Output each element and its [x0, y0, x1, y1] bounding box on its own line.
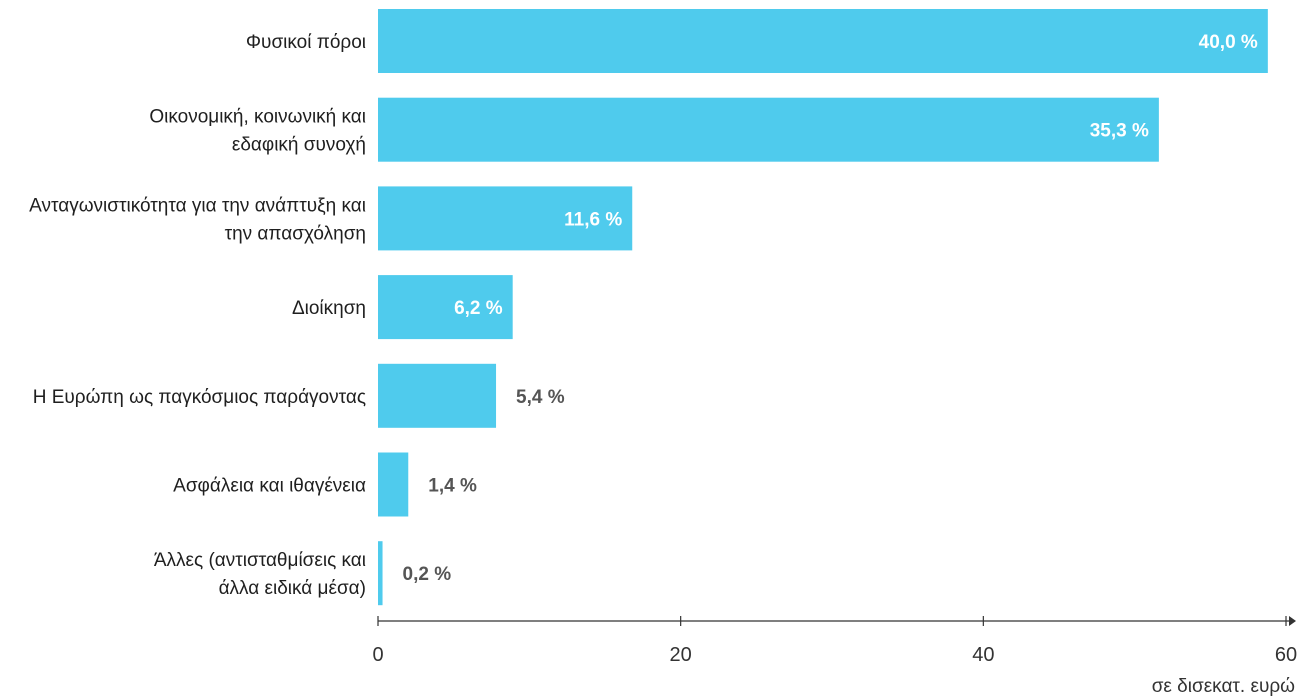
- category-label-line: άλλα ειδικά μέσα): [219, 578, 366, 599]
- data-label: 0,2 %: [403, 564, 452, 585]
- category-label: Διοίκηση: [292, 298, 366, 319]
- category-label-line: Οικονομική, κοινωνική και: [149, 107, 366, 128]
- category-label-line: Ανταγωνιστικότητα για την ανάπτυξη και: [29, 195, 366, 216]
- x-tick-label: 40: [972, 644, 994, 666]
- category-label-line: εδαφική συνοχή: [232, 135, 366, 156]
- x-tick-label: 0: [372, 644, 383, 666]
- x-tick-label: 60: [1275, 644, 1297, 666]
- bar: [378, 363, 497, 428]
- bars: [378, 9, 1268, 606]
- data-label: 11,6 %: [564, 209, 622, 230]
- category-label: Φυσικοί πόροι: [246, 32, 366, 53]
- value-labels: 40,0 % 35,3 % 11,6 % 6,2 % 5,4 % 1,4 % 0,2 %: [403, 32, 1258, 585]
- data-label: 1,4 %: [428, 476, 477, 497]
- category-label-line: Φυσικοί πόροι: [246, 32, 366, 53]
- category-label-line: Η Ευρώπη ως παγκόσμιος παράγοντας: [33, 387, 366, 408]
- category-label: Άλλες (αντισταθμίσεις και άλλα ειδικά μέσ…: [154, 550, 366, 599]
- data-label: 35,3 %: [1090, 121, 1149, 142]
- bar: [378, 186, 633, 251]
- category-labels: Φυσικοί πόροι Οικονομική, κοινωνική και εδ…: [29, 32, 366, 599]
- x-axis: [378, 616, 1296, 626]
- bar: [378, 97, 1159, 162]
- x-axis-title: σε δισεκατ. ευρώ: [1152, 676, 1295, 697]
- category-label-line: Διοίκηση: [292, 298, 366, 319]
- data-label: 5,4 %: [516, 387, 565, 408]
- category-label-line: Άλλες (αντισταθμίσεις και: [154, 550, 366, 571]
- category-label-line: Ασφάλεια και ιθαγένεια: [173, 476, 366, 497]
- bar: [378, 452, 409, 517]
- bar: [378, 9, 1268, 73]
- category-label: Η Ευρώπη ως παγκόσμιος παράγοντας: [33, 387, 366, 408]
- data-label: 6,2 %: [454, 298, 503, 319]
- bar: [378, 275, 513, 340]
- category-label: Ασφάλεια και ιθαγένεια: [173, 476, 366, 497]
- category-label: Ανταγωνιστικότητα για την ανάπτυξη και τη…: [29, 195, 366, 244]
- category-label-line: την απασχόληση: [225, 223, 366, 244]
- data-label: 40,0 %: [1199, 32, 1258, 53]
- bar: [378, 541, 383, 606]
- x-tick-label: 20: [670, 644, 692, 666]
- x-axis-arrow: [1289, 616, 1296, 626]
- x-axis-ticks: 0 20 40 60: [372, 616, 1297, 666]
- category-label: Οικονομική, κοινωνική και εδαφική συνοχή: [149, 107, 366, 156]
